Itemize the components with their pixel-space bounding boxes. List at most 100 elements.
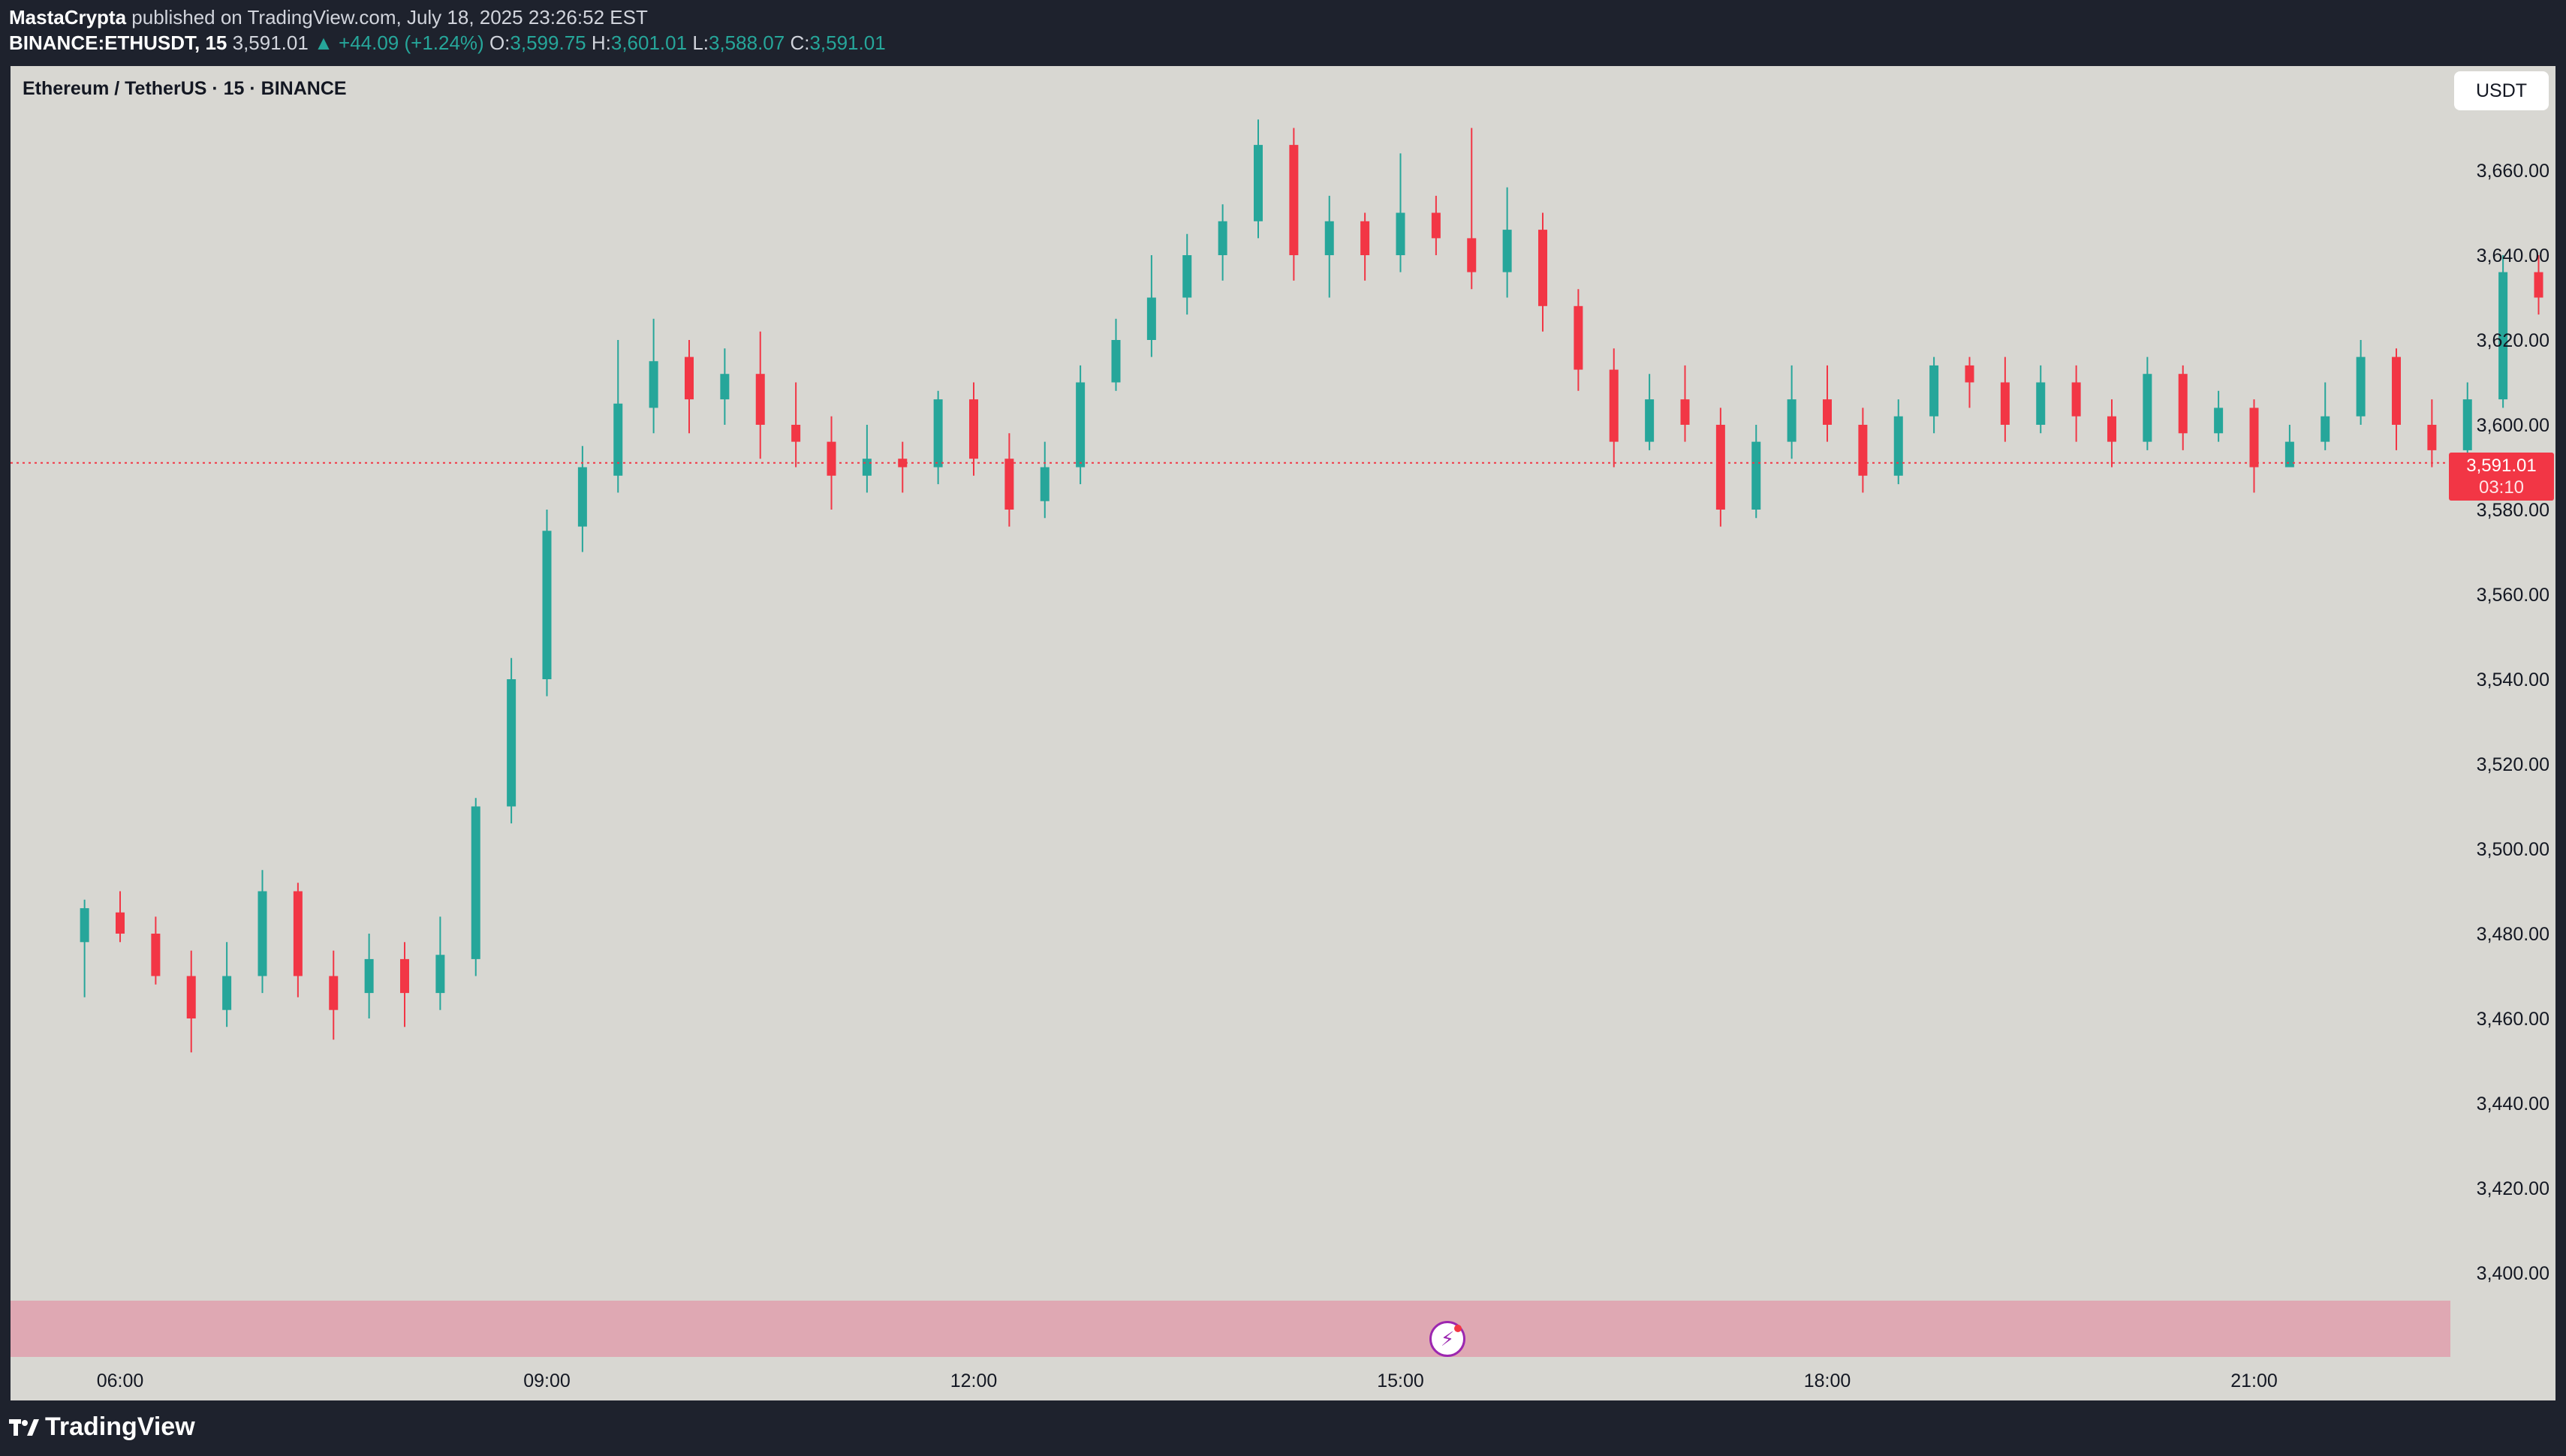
- candle: [2498, 255, 2508, 408]
- candle-body: [577, 467, 587, 527]
- candle-body: [2534, 272, 2543, 298]
- candle: [116, 891, 125, 943]
- candle-body: [720, 374, 730, 400]
- publish-header: MastaCrypta published on TradingView.com…: [0, 0, 2566, 65]
- candle: [1396, 153, 1405, 272]
- candle: [2143, 356, 2152, 450]
- candle-body: [898, 459, 908, 468]
- candle-body: [1823, 399, 1832, 425]
- candle: [898, 441, 908, 493]
- candle: [1146, 255, 1156, 357]
- candle-body: [2392, 356, 2401, 425]
- candle-body: [862, 459, 872, 476]
- candle: [1254, 119, 1263, 239]
- candle: [791, 382, 801, 468]
- candle: [1218, 204, 1227, 281]
- candle-body: [1431, 212, 1441, 239]
- candle: [1929, 356, 1939, 434]
- candle-body: [2000, 382, 2010, 425]
- candle-body: [1396, 212, 1405, 255]
- candle-body: [2498, 272, 2508, 400]
- candle: [2071, 365, 2081, 442]
- candle-body: [1076, 382, 1086, 468]
- lightning-icon[interactable]: ⚡: [1429, 1321, 1465, 1357]
- candle-body: [1715, 425, 1725, 510]
- candle-body: [1360, 221, 1370, 255]
- session-band: [11, 1301, 2450, 1357]
- price-chart[interactable]: 3,660.00 3,640.00 3,620.00 3,600.00 3,580.00…: [11, 66, 2555, 1400]
- candle-body: [329, 976, 339, 1010]
- candle: [1111, 318, 1121, 391]
- y-tick-label: 3,460.00: [2477, 1009, 2549, 1030]
- author-name[interactable]: MastaCrypta: [9, 6, 127, 29]
- low-value: 3,588.07: [709, 32, 785, 54]
- tradingview-logo-icon: [9, 1418, 39, 1436]
- candle-body: [1680, 399, 1690, 425]
- candle: [613, 340, 623, 493]
- candle: [1076, 365, 1086, 485]
- candle-body: [222, 976, 232, 1010]
- candle-body: [151, 934, 161, 976]
- symbol-label[interactable]: BINANCE:ETHUSDT, 15: [9, 32, 227, 54]
- candle: [2462, 382, 2472, 459]
- candle: [1040, 441, 1050, 519]
- y-tick-label: 3,620.00: [2477, 330, 2549, 351]
- currency-button[interactable]: USDT: [2454, 71, 2549, 110]
- candle-body: [1574, 305, 1583, 370]
- candle-body: [2427, 425, 2437, 450]
- candle-body: [435, 955, 445, 994]
- candle: [1965, 356, 1974, 408]
- x-tick-label: 12:00: [950, 1370, 998, 1391]
- candle-body: [791, 425, 801, 442]
- candle: [80, 899, 89, 997]
- candle: [1858, 408, 1868, 493]
- candle: [2249, 399, 2259, 493]
- candle-body: [1538, 230, 1547, 306]
- candle: [258, 870, 267, 994]
- high-value: 3,601.01: [610, 32, 688, 54]
- chart-pane[interactable]: 3,660.00 3,640.00 3,620.00 3,600.00 3,580.00…: [11, 66, 2555, 1400]
- candle-body: [2321, 416, 2330, 442]
- x-tick-label: 09:00: [523, 1370, 571, 1391]
- notification-dot: [1454, 1325, 1462, 1332]
- candle-body: [1289, 145, 1299, 255]
- candle: [2178, 365, 2188, 450]
- candle-body: [2071, 382, 2081, 417]
- candle-body: [364, 958, 374, 994]
- candle-body: [2284, 441, 2294, 468]
- candle: [2392, 348, 2401, 450]
- candle-body: [2107, 416, 2116, 442]
- y-tick-label: 3,400.00: [2477, 1263, 2549, 1284]
- candle: [2036, 365, 2046, 434]
- candle-body: [2214, 408, 2224, 434]
- brand-name: TradingView: [45, 1412, 195, 1441]
- candle: [1324, 195, 1334, 298]
- candle: [151, 916, 161, 985]
- candle: [862, 425, 872, 493]
- brand[interactable]: TradingView: [9, 1412, 195, 1442]
- y-tick-label: 3,540.00: [2477, 669, 2549, 690]
- candle: [1893, 399, 1903, 485]
- candle-body: [1218, 221, 1227, 255]
- candle-body: [1324, 221, 1334, 255]
- candle-body: [1111, 340, 1121, 383]
- close-value: 3,591.01: [809, 32, 886, 54]
- price-change: ▲ +44.09 (+1.24%): [314, 32, 484, 54]
- candle-body: [293, 891, 303, 976]
- candle: [2000, 356, 2010, 442]
- current-price-badge: 3,591.01 03:10: [2449, 453, 2554, 501]
- candle: [1715, 408, 1725, 527]
- y-tick-label: 3,580.00: [2477, 500, 2549, 521]
- candle-body: [685, 356, 694, 400]
- candle-body: [827, 441, 836, 476]
- y-tick-label: 3,440.00: [2477, 1094, 2549, 1115]
- candle: [542, 510, 552, 696]
- candle-body: [80, 908, 89, 943]
- candle-body: [1787, 399, 1797, 442]
- open-label: O:: [489, 32, 510, 54]
- x-tick-label: 18:00: [1804, 1370, 1851, 1391]
- candle-body: [1004, 459, 1014, 510]
- published-text: published on TradingView.com, July 18, 2…: [131, 6, 648, 29]
- badge-countdown: 03:10: [2478, 477, 2525, 498]
- candle-body: [2356, 356, 2366, 417]
